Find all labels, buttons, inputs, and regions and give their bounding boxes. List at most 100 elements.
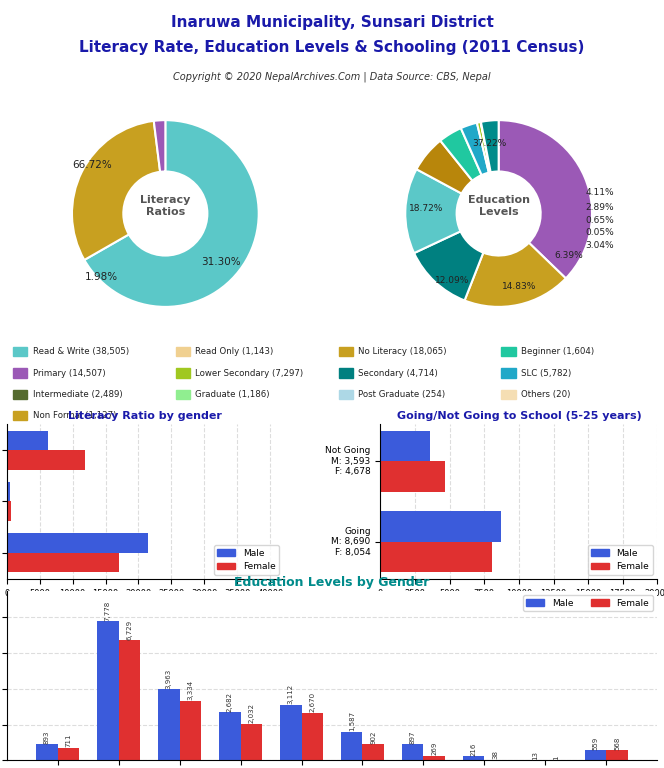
Text: Education
Levels: Education Levels [467,195,530,217]
Text: Secondary (4,714): Secondary (4,714) [358,369,438,378]
Bar [7,553,119,572]
Text: 2,032: 2,032 [248,703,254,723]
FancyBboxPatch shape [501,389,515,399]
Text: 0.65%: 0.65% [585,217,614,226]
Bar [341,732,363,760]
FancyBboxPatch shape [176,347,190,356]
Text: Primary (14,507): Primary (14,507) [33,369,106,378]
Wedge shape [481,122,491,172]
Bar [301,713,323,760]
Text: 4.11%: 4.11% [585,188,614,197]
Text: 269: 269 [431,742,437,755]
FancyBboxPatch shape [501,347,515,356]
Legend: Male, Female: Male, Female [588,545,653,574]
Wedge shape [84,120,259,307]
Bar [463,756,485,760]
Text: 38: 38 [492,750,498,759]
Wedge shape [414,231,483,300]
Text: No Literacy (18,065): No Literacy (18,065) [358,347,446,356]
FancyBboxPatch shape [13,389,27,399]
Bar [380,511,501,541]
Text: Lower Secondary (7,297): Lower Secondary (7,297) [195,369,303,378]
Text: 897: 897 [410,730,416,743]
Bar [7,533,148,553]
Text: Copyright © 2020 NepalArchives.Com | Data Source: CBS, Nepal: Copyright © 2020 NepalArchives.Com | Dat… [173,71,491,82]
FancyBboxPatch shape [339,347,353,356]
Title: Literacy Ratio by gender: Literacy Ratio by gender [68,412,222,422]
FancyBboxPatch shape [13,369,27,378]
Text: Read & Write (38,505): Read & Write (38,505) [33,347,129,356]
Bar [219,713,240,760]
Bar [402,744,424,760]
Text: 1: 1 [553,755,559,760]
Text: 3.04%: 3.04% [585,241,614,250]
Wedge shape [405,169,461,253]
Text: 711: 711 [65,733,71,747]
Legend: Male, Female: Male, Female [523,595,653,611]
Text: Inaruwa Municipality, Sunsari District: Inaruwa Municipality, Sunsari District [171,15,493,31]
Text: 7,778: 7,778 [105,601,111,621]
FancyBboxPatch shape [501,369,515,378]
Wedge shape [477,122,491,173]
Text: 37.22%: 37.22% [472,139,507,148]
Text: 0.05%: 0.05% [585,227,614,237]
Text: Non Formal (1,127): Non Formal (1,127) [33,411,116,420]
FancyBboxPatch shape [13,347,27,356]
Text: 31.30%: 31.30% [202,257,241,267]
Wedge shape [481,120,499,172]
Title: Going/Not Going to School (5-25 years): Going/Not Going to School (5-25 years) [396,412,641,422]
Text: 2,682: 2,682 [227,692,233,712]
Bar [58,747,79,760]
Text: 2.89%: 2.89% [585,204,614,213]
Bar [380,431,430,462]
Text: 14.83%: 14.83% [502,282,537,291]
Bar [37,744,58,760]
Text: Literacy Rate, Education Levels & Schooling (2011 Census): Literacy Rate, Education Levels & School… [79,41,585,55]
Wedge shape [154,120,165,172]
Text: 1,587: 1,587 [349,711,355,731]
Text: 6.39%: 6.39% [554,251,583,260]
Text: Others (20): Others (20) [521,389,570,399]
Text: Literacy
Ratios: Literacy Ratios [140,195,191,217]
Text: 216: 216 [471,743,477,756]
Bar [179,700,201,760]
Wedge shape [416,141,472,194]
FancyBboxPatch shape [339,369,353,378]
Text: 2,670: 2,670 [309,692,315,712]
Bar [7,482,10,502]
Text: 1.98%: 1.98% [85,272,118,282]
Bar [7,450,85,470]
Text: 6,729: 6,729 [126,620,132,640]
Text: 3,112: 3,112 [288,684,294,704]
Title: Education Levels by Gender: Education Levels by Gender [234,577,430,589]
Bar [119,640,140,760]
Text: Graduate (1,186): Graduate (1,186) [195,389,270,399]
Bar [380,462,446,492]
Text: 12.09%: 12.09% [435,276,469,285]
FancyBboxPatch shape [176,369,190,378]
Bar [585,750,606,760]
Text: Intermediate (2,489): Intermediate (2,489) [33,389,122,399]
Bar [158,690,179,760]
Text: 568: 568 [614,737,620,750]
Text: 559: 559 [593,737,599,750]
Text: 18.72%: 18.72% [408,204,443,214]
Text: 66.72%: 66.72% [72,160,112,170]
Bar [606,750,627,760]
Text: SLC (5,782): SLC (5,782) [521,369,571,378]
Text: Read Only (1,143): Read Only (1,143) [195,347,274,356]
Text: 902: 902 [370,730,376,743]
FancyBboxPatch shape [176,389,190,399]
Text: 13: 13 [532,750,538,760]
Bar [97,621,119,760]
Wedge shape [72,121,160,260]
Bar [280,705,301,760]
Legend: Male, Female: Male, Female [214,545,279,574]
Bar [380,541,492,572]
Text: 893: 893 [44,730,50,744]
Wedge shape [499,120,592,278]
Wedge shape [461,123,489,175]
Wedge shape [465,243,566,307]
FancyBboxPatch shape [13,411,27,420]
Bar [424,756,445,760]
